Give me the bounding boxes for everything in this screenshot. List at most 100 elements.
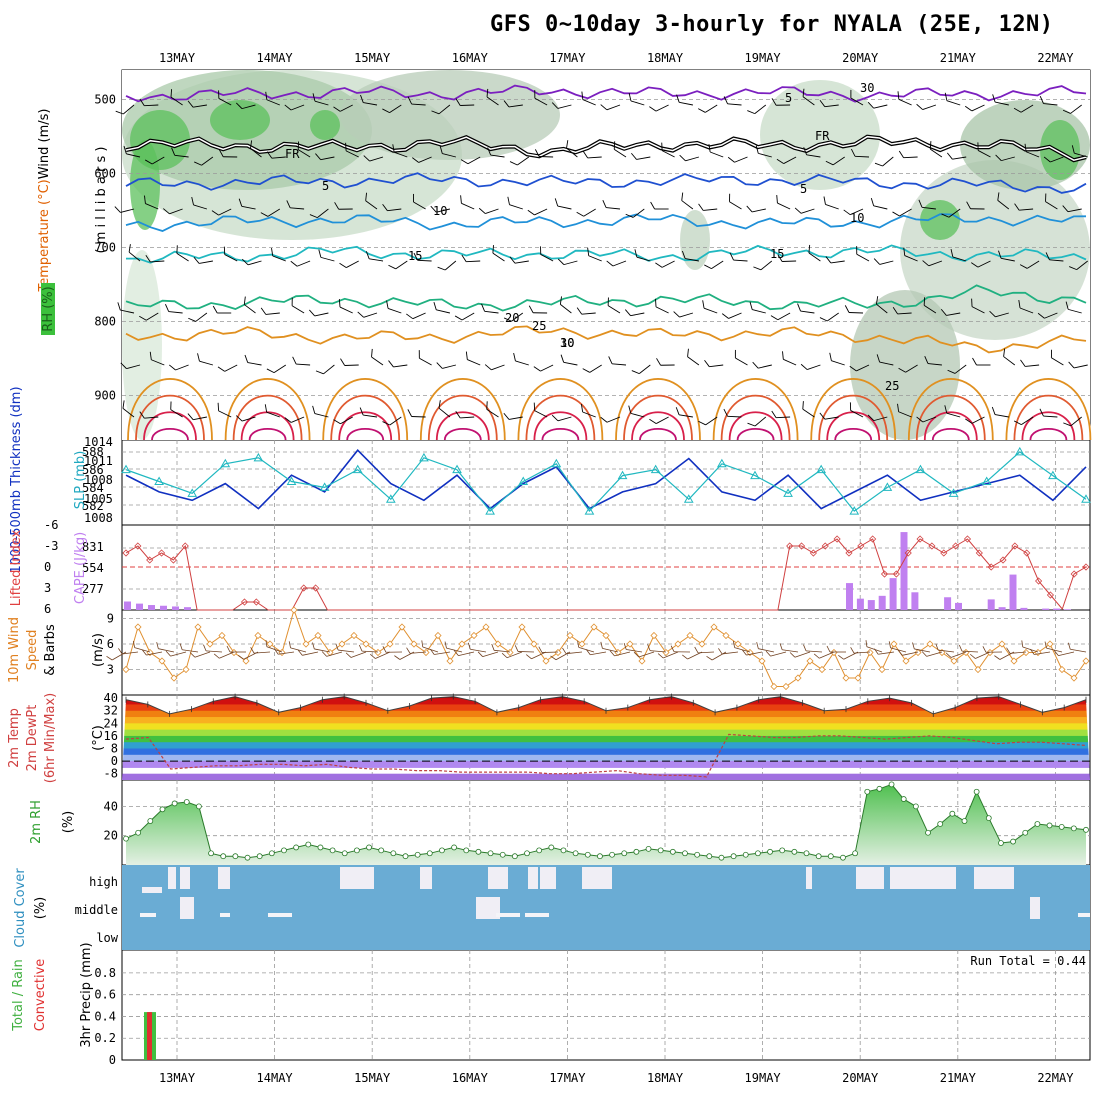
- wind-barb-flag: [503, 317, 512, 322]
- rh-marker: [560, 847, 567, 854]
- wind-barb-flag: [875, 296, 879, 305]
- wind-barb-flag: [753, 266, 762, 271]
- wind-barb-flag: [1063, 422, 1071, 427]
- rh-marker: [305, 841, 312, 848]
- rh-shading: [210, 100, 270, 140]
- wind-barb: [673, 311, 694, 318]
- wind-barb: [856, 246, 870, 262]
- dewpoint-line: [125, 733, 1087, 778]
- cape-tick-label: 831: [82, 540, 104, 554]
- wind-barb-staff: [808, 252, 821, 262]
- surface-wind-barb: [525, 651, 547, 660]
- wind-barb-staff: [904, 255, 918, 262]
- temp-tick-label: 40: [104, 691, 118, 705]
- li-marker: [928, 542, 936, 550]
- wind-barb-staff: [754, 104, 767, 114]
- wind-barb-flag: [297, 141, 299, 150]
- rh-marker: [220, 853, 227, 860]
- wind-barb-flag: [995, 154, 1002, 161]
- surface-temperature-contour: [533, 411, 588, 441]
- wind-speed-marker: [422, 648, 430, 657]
- surface-wind-barb-staff: [375, 651, 391, 659]
- wind-barb-staff: [365, 200, 378, 210]
- wind-barb: [940, 308, 961, 316]
- slp-marker: [915, 464, 926, 474]
- rh-marker: [669, 848, 676, 855]
- wind-barb-staff: [199, 360, 214, 366]
- wind-barb: [580, 403, 596, 418]
- wind-barb-flag: [365, 192, 367, 201]
- surface-wind-barb-flag: [897, 649, 903, 656]
- wind-barb-staff: [126, 364, 141, 370]
- wind-barb-staff: [1045, 201, 1058, 210]
- surface-wind-barb-staff: [219, 651, 235, 659]
- wind-barb: [727, 156, 748, 163]
- wind-barb: [753, 260, 773, 271]
- wind-barb-flag: [144, 159, 153, 165]
- surface-temperature-contour: [834, 428, 873, 441]
- rh-marker: [998, 840, 1004, 846]
- wind-barb-flag: [406, 313, 414, 320]
- surface-wind-barb-flag: [274, 648, 279, 655]
- wind-barb-staff: [703, 307, 718, 314]
- wind-barb: [771, 410, 791, 419]
- date-label-bottom: 17MAY: [549, 1071, 586, 1085]
- li-marker: [963, 535, 972, 543]
- cape-tick-label: 554: [82, 561, 104, 575]
- wind-barb-staff: [783, 358, 797, 366]
- wind-barb-flag: [266, 151, 273, 159]
- slp-axis-label: SLP (mb): [73, 451, 88, 510]
- surface-wind-barb-flag: [647, 644, 651, 651]
- surface-wind-barb-staff: [975, 651, 991, 659]
- wind-barb-flag: [771, 410, 777, 418]
- surface-wind-barb-flag: [421, 640, 424, 648]
- wind-barb: [606, 260, 627, 267]
- slp-tick-label: 1011: [84, 454, 113, 468]
- wind-barb: [360, 94, 378, 106]
- surface-wind-barb: [577, 640, 595, 653]
- wind-barb-flag: [977, 142, 979, 151]
- wind-barb: [608, 356, 627, 366]
- wind-barb: [702, 300, 718, 314]
- wind-barb-staff: [824, 416, 839, 420]
- wind-barb-flag: [218, 90, 220, 99]
- wind-barb-staff: [927, 363, 942, 366]
- surface-temperature-contour: [623, 394, 693, 441]
- wind-barb: [165, 303, 183, 314]
- wind-barb: [704, 260, 724, 270]
- wind-barb: [656, 358, 675, 366]
- wind-temperature-axis-label: Temperature (°C)Wind (m/s): [37, 109, 52, 293]
- wind-barb-staff: [1070, 104, 1082, 114]
- pressure-tick-label: 600: [94, 167, 116, 181]
- cape-bar: [184, 607, 191, 610]
- wind-barb-flag: [509, 161, 518, 166]
- cape-bar: [878, 595, 886, 610]
- surface-wind-barb: [189, 651, 211, 658]
- slp-marker: [187, 488, 198, 497]
- wind-speed-marker: [842, 674, 850, 682]
- surface-wind-barb: [694, 646, 715, 654]
- surface-wind-barb-flag: [600, 641, 603, 649]
- surface-temperature-contour: [720, 394, 791, 441]
- wind-barb-staff: [314, 100, 329, 106]
- rh-marker: [451, 844, 458, 851]
- wind-barb-staff: [856, 364, 870, 372]
- wind-barb: [382, 203, 402, 212]
- wind-barb-flag: [808, 244, 811, 254]
- rh-marker: [803, 850, 810, 857]
- wind-barb: [873, 258, 894, 265]
- wind-speed-marker: [674, 640, 682, 648]
- chart-title: GFS 0~10day 3-hourly for NYALA (25E, 12N…: [490, 12, 1054, 37]
- surface-wind-barb-staff: [794, 651, 811, 658]
- wind-barb: [870, 198, 888, 210]
- wind-barb-flag: [1062, 109, 1071, 114]
- wind-barb-flag: [149, 351, 152, 360]
- rh-marker: [232, 853, 239, 860]
- slp-marker: [319, 482, 330, 491]
- wind-barb: [941, 208, 961, 218]
- wind-barb: [382, 104, 402, 114]
- wind-barb-staff: [655, 104, 669, 112]
- wind-barb: [339, 260, 359, 268]
- surface-wind-barb: [1053, 650, 1075, 656]
- wind-barb-flag: [628, 92, 632, 102]
